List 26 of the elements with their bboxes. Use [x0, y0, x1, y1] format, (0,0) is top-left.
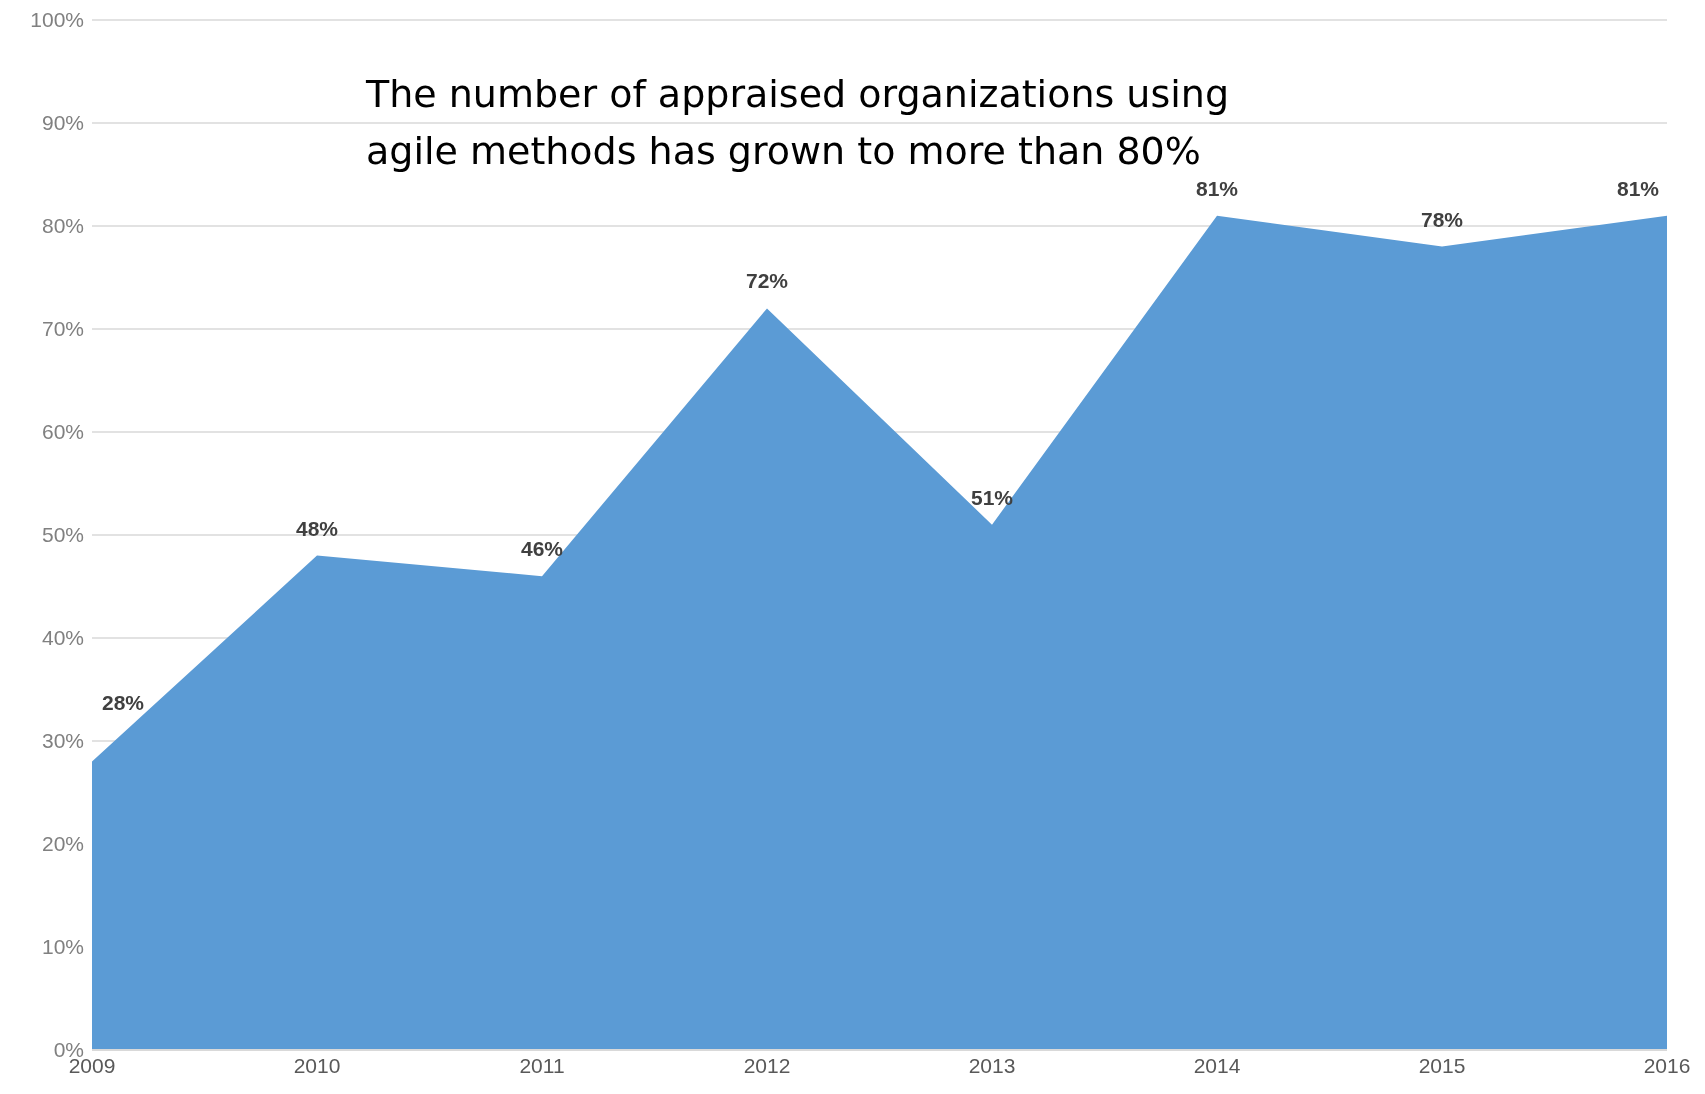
x-tick-label: 2012	[743, 1053, 791, 1077]
x-tick-label: 2011	[519, 1053, 565, 1077]
x-tick-label: 2013	[968, 1053, 1016, 1077]
x-tick-label: 2014	[1193, 1053, 1241, 1077]
text: The number of appraised organizations using agile methods has grown to more than 80%	[366, 72, 1230, 173]
y-tick-label: 20%	[41, 832, 84, 856]
x-tick-label: 2015	[1418, 1053, 1466, 1077]
text: 81%	[1195, 176, 1239, 200]
y-tick-label: 100%	[30, 8, 84, 32]
text: 81%	[1616, 176, 1659, 200]
text: 28%	[102, 690, 145, 714]
y-tick-label: 80%	[41, 214, 84, 238]
y-tick-label: 90%	[41, 111, 84, 135]
y-tick-label: 60%	[41, 420, 84, 444]
y-tick-label: 50%	[41, 523, 84, 547]
text: 48%	[295, 516, 339, 540]
y-tick-label: 10%	[41, 935, 84, 959]
text: 51%	[970, 485, 1014, 509]
x-tick-label: 2016	[1643, 1053, 1691, 1077]
y-tick-label: 40%	[41, 626, 84, 650]
text: 72%	[745, 269, 789, 293]
y-tick-label: 30%	[41, 729, 84, 753]
text: 78%	[1420, 207, 1464, 231]
text: 46%	[520, 537, 564, 561]
y-tick-label: 70%	[41, 317, 84, 341]
x-tick-label: 2010	[293, 1053, 341, 1077]
